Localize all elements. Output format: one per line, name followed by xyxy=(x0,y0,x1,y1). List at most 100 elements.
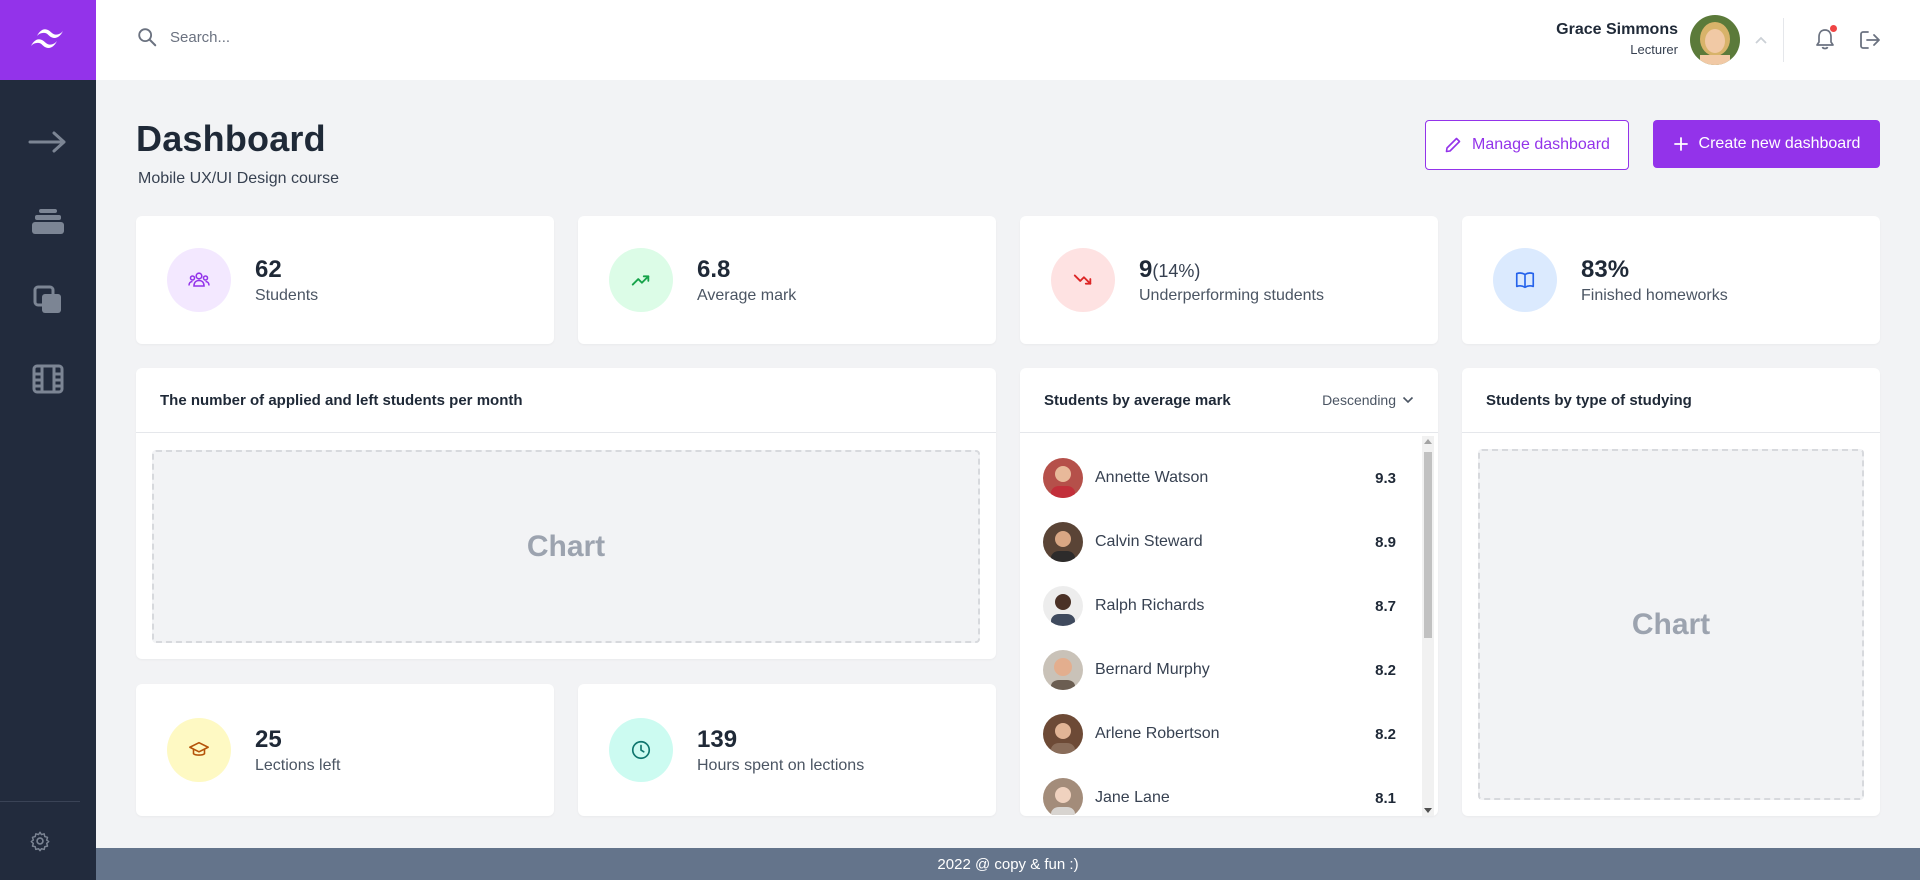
copy-icon xyxy=(33,285,61,313)
student-name: Jane Lane xyxy=(1095,789,1170,806)
trending-down-icon xyxy=(1051,248,1115,312)
page-title: Dashboard xyxy=(136,118,326,159)
student-list-scrollbar[interactable] xyxy=(1422,436,1434,816)
scroll-thumb[interactable] xyxy=(1424,452,1432,638)
search-input[interactable] xyxy=(170,28,470,46)
sidebar-item-videos[interactable] xyxy=(0,339,96,418)
list-item[interactable]: Ralph Richards 8.7 xyxy=(1020,574,1424,638)
stat-value: 25 xyxy=(255,725,282,753)
list-item[interactable]: Annette Watson 9.3 xyxy=(1020,446,1424,510)
stat-value: 62 xyxy=(255,255,282,283)
chart-placeholder: Chart xyxy=(1478,449,1864,800)
stat-card-homeworks: 83% Finished homeworks xyxy=(1462,216,1880,344)
student-mark: 8.9 xyxy=(1375,533,1396,551)
panel-header: Students by type of studying xyxy=(1462,368,1880,433)
stat-card-lections-left: 25 Lections left xyxy=(136,684,554,816)
student-name: Bernard Murphy xyxy=(1095,661,1210,678)
sort-label: Descending xyxy=(1322,392,1396,408)
student-name: Ralph Richards xyxy=(1095,597,1205,614)
applied-left-panel: The number of applied and left students … xyxy=(136,368,996,659)
list-item[interactable]: Jane Lane 8.1 xyxy=(1020,766,1424,815)
stack-icon xyxy=(32,208,64,234)
bell-icon xyxy=(1816,29,1834,50)
sidebar-item-copies[interactable] xyxy=(0,260,96,339)
stat-label: Average mark xyxy=(697,286,797,304)
avatar xyxy=(1043,650,1083,690)
stat-value: 6.8 xyxy=(697,255,731,283)
studying-type-panel: Students by type of studying Chart xyxy=(1462,368,1880,816)
chart-placeholder-label: Chart xyxy=(526,529,606,563)
stat-card-average-mark: 6.8 Average mark xyxy=(578,216,996,344)
student-name: Arlene Robertson xyxy=(1095,725,1220,742)
list-item[interactable]: Calvin Steward 8.9 xyxy=(1020,510,1424,574)
list-item[interactable]: Arlene Robertson 8.2 xyxy=(1020,702,1424,766)
stat-label: Lections left xyxy=(255,756,341,774)
panel-title: Students by average mark xyxy=(1044,391,1231,409)
student-mark: 8.1 xyxy=(1375,789,1396,807)
logout-button[interactable] xyxy=(1858,29,1882,56)
chart-placeholder: Chart xyxy=(152,450,980,643)
chevron-up-icon[interactable] xyxy=(1754,35,1768,45)
logout-icon xyxy=(1860,31,1880,49)
user-menu[interactable]: Grace Simmons Lecturer xyxy=(1556,15,1768,65)
avatar xyxy=(1043,586,1083,626)
notifications-button[interactable] xyxy=(1814,25,1837,56)
user-name: Grace Simmons xyxy=(1556,21,1678,38)
search-bar xyxy=(136,26,470,48)
student-mark: 8.2 xyxy=(1375,725,1396,743)
sidebar-item-courses[interactable] xyxy=(0,181,96,260)
stat-card-students: 62 Students xyxy=(136,216,554,344)
create-dashboard-label: Create new dashboard xyxy=(1698,135,1861,152)
film-icon xyxy=(32,364,64,393)
pencil-icon xyxy=(1445,137,1461,153)
sort-dropdown[interactable]: Descending xyxy=(1322,392,1414,408)
page-subtitle: Mobile UX/UI Design course xyxy=(138,170,339,187)
avatar xyxy=(1043,522,1083,562)
avatar xyxy=(1043,778,1083,815)
logo-icon xyxy=(31,29,63,48)
list-item[interactable]: Bernard Murphy 8.2 xyxy=(1020,638,1424,702)
arrow-right-icon xyxy=(28,131,66,152)
logo[interactable] xyxy=(0,0,96,80)
footer: 2022 @ copy & fun :) xyxy=(96,848,1920,880)
panel-title: Students by type of studying xyxy=(1486,391,1692,409)
stat-value: 9(14%) xyxy=(1139,255,1201,283)
create-dashboard-button[interactable]: Create new dashboard xyxy=(1653,120,1880,168)
student-name: Annette Watson xyxy=(1095,469,1209,486)
panel-header: The number of applied and left students … xyxy=(136,368,996,433)
settings-button[interactable] xyxy=(0,801,80,880)
stat-value: 139 xyxy=(697,725,738,753)
notification-dot xyxy=(1830,25,1837,32)
stat-card-underperforming: 9(14%) Underperforming students xyxy=(1020,216,1438,344)
gear-icon xyxy=(30,831,50,852)
manage-dashboard-button[interactable]: Manage dashboard xyxy=(1425,120,1629,170)
users-icon xyxy=(167,248,231,312)
scroll-down-arrow[interactable] xyxy=(1424,808,1432,813)
top-header: Grace Simmons Lecturer xyxy=(96,0,1920,80)
chart-placeholder-label: Chart xyxy=(1631,607,1711,641)
header-divider xyxy=(1783,18,1784,62)
manage-dashboard-label: Manage dashboard xyxy=(1472,136,1610,153)
avatar xyxy=(1043,714,1083,754)
student-mark: 8.7 xyxy=(1375,597,1396,615)
stat-label: Underperforming students xyxy=(1139,286,1324,304)
sidebar xyxy=(0,0,96,880)
avatar[interactable] xyxy=(1690,15,1740,65)
avatar xyxy=(1043,458,1083,498)
panel-header: Students by average mark Descending xyxy=(1020,368,1438,433)
chevron-down-icon xyxy=(1402,396,1414,404)
student-name: Calvin Steward xyxy=(1095,533,1203,550)
students-by-mark-panel: Students by average mark Descending Anne… xyxy=(1020,368,1438,816)
footer-text: 2022 @ copy & fun :) xyxy=(937,855,1079,873)
student-mark: 8.2 xyxy=(1375,661,1396,679)
panel-title: The number of applied and left students … xyxy=(160,391,523,409)
stat-label: Students xyxy=(255,286,319,304)
student-mark: 9.3 xyxy=(1375,469,1396,487)
plus-icon xyxy=(1673,137,1688,151)
stat-label: Finished homeworks xyxy=(1581,286,1728,304)
scroll-up-arrow[interactable] xyxy=(1424,439,1432,444)
student-list: Annette Watson 9.3 Calvin Steward 8.9 Ra… xyxy=(1020,434,1424,815)
sidebar-item-expand[interactable] xyxy=(0,102,96,181)
trending-up-icon xyxy=(609,248,673,312)
user-role: Lecturer xyxy=(1630,42,1678,57)
